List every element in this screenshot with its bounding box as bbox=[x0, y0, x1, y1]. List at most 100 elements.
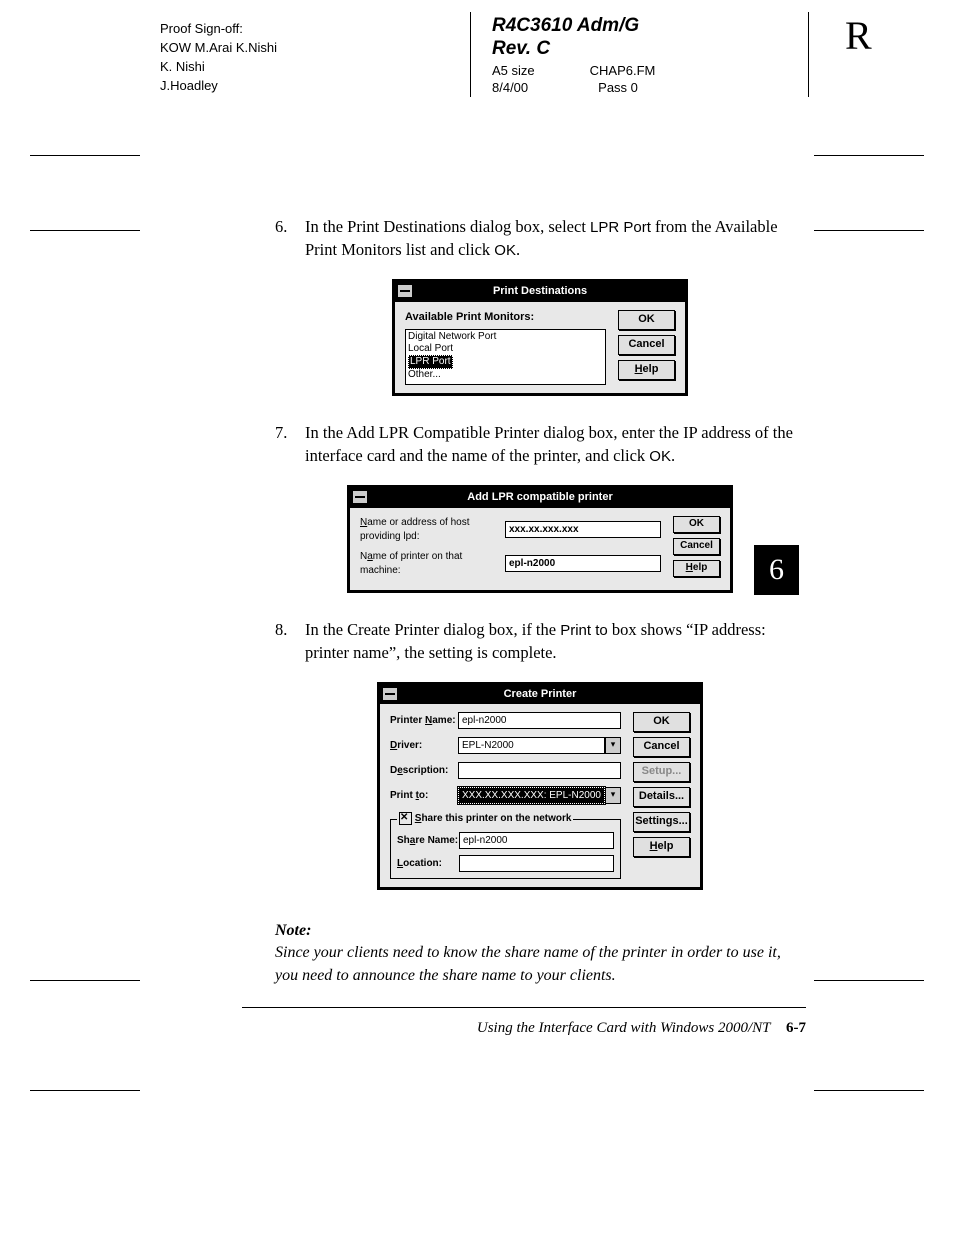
ok-button[interactable]: OK bbox=[633, 712, 690, 732]
crop-mark bbox=[30, 980, 140, 981]
dialog-title: Add LPR compatible printer bbox=[467, 491, 612, 503]
available-monitors-list[interactable]: Digital Network Port Local Port LPR Port… bbox=[405, 329, 606, 385]
note-block: Note: Since your clients need to know th… bbox=[275, 920, 805, 987]
dialog-titlebar: Add LPR compatible printer bbox=[350, 488, 730, 507]
text: In the Create Printer dialog box, if the bbox=[305, 620, 560, 639]
footer: Using the Interface Card with Windows 20… bbox=[242, 1020, 806, 1037]
crop-mark bbox=[814, 230, 924, 231]
create-printer-dialog: Create Printer Printer Name: epl-n2000 D… bbox=[377, 682, 703, 891]
page-number: 6-7 bbox=[786, 1020, 806, 1036]
location-label: Location: bbox=[397, 857, 459, 871]
page-side-r: R bbox=[845, 12, 872, 59]
step-number: 6. bbox=[275, 215, 305, 261]
text: . bbox=[516, 240, 520, 259]
doc-title: R4C3610 Adm/G bbox=[492, 15, 655, 38]
list-item[interactable]: Digital Network Port bbox=[408, 331, 603, 343]
proof-line: K. Nishi bbox=[160, 58, 460, 77]
dialog-titlebar: Print Destinations bbox=[395, 282, 685, 301]
dialog-title: Create Printer bbox=[504, 688, 577, 700]
step-number: 8. bbox=[275, 618, 305, 664]
document-id: R4C3610 Adm/G Rev. C A5 size CHAP6.FM 8/… bbox=[492, 15, 655, 95]
cancel-button[interactable]: Cancel bbox=[633, 737, 690, 757]
description-label: Description: bbox=[390, 764, 458, 778]
footer-rule bbox=[242, 1007, 806, 1008]
text: In the Add LPR Compatible Printer dialog… bbox=[305, 423, 793, 465]
list-item-selected[interactable]: LPR Port bbox=[408, 355, 453, 369]
crop-mark bbox=[30, 1090, 140, 1091]
setup-button[interactable]: Setup... bbox=[633, 762, 690, 782]
help-button[interactable]: Help bbox=[673, 560, 720, 577]
add-lpr-printer-dialog: Add LPR compatible printer Name or addre… bbox=[347, 485, 733, 592]
details-button[interactable]: Details... bbox=[633, 787, 690, 807]
print-to-label: Print to: bbox=[390, 789, 458, 803]
crop-mark bbox=[30, 230, 140, 231]
driver-label: Driver: bbox=[390, 739, 458, 753]
doc-file: CHAP6.FM bbox=[590, 63, 656, 78]
step-8: 8. In the Create Printer dialog box, if … bbox=[275, 618, 805, 664]
print-destinations-dialog: Print Destinations Available Print Monit… bbox=[392, 279, 688, 396]
header-divider bbox=[470, 12, 471, 97]
available-monitors-label: Available Print Monitors: bbox=[405, 310, 606, 325]
crop-mark bbox=[814, 155, 924, 156]
note-body: Since your clients need to know the shar… bbox=[275, 942, 805, 987]
system-menu-icon[interactable] bbox=[382, 687, 398, 701]
ok-button[interactable]: OK bbox=[673, 516, 720, 533]
cancel-button[interactable]: Cancel bbox=[673, 538, 720, 555]
proof-line: J.Hoadley bbox=[160, 77, 460, 96]
crop-mark bbox=[814, 1090, 924, 1091]
location-input[interactable] bbox=[459, 855, 614, 872]
share-legend: Share this printer on the network bbox=[397, 812, 573, 826]
ui-term: OK bbox=[494, 242, 516, 259]
doc-size: A5 size bbox=[492, 63, 535, 78]
host-address-input[interactable]: xxx.xx.xxx.xxx bbox=[505, 521, 661, 538]
step-6: 6. In the Print Destinations dialog box,… bbox=[275, 215, 805, 261]
printer-name-label: Printer Name: bbox=[390, 714, 458, 728]
dialog-title: Print Destinations bbox=[493, 285, 587, 297]
printer-name-input[interactable]: epl-n2000 bbox=[458, 712, 621, 729]
dialog-titlebar: Create Printer bbox=[380, 685, 700, 704]
ui-term: OK bbox=[649, 448, 671, 465]
printer-name-input[interactable]: epl-n2000 bbox=[505, 555, 661, 572]
step-7: 7. In the Add LPR Compatible Printer dia… bbox=[275, 421, 805, 467]
header-divider bbox=[808, 12, 809, 97]
ui-term: Print to bbox=[560, 622, 608, 639]
crop-mark bbox=[30, 155, 140, 156]
share-checkbox[interactable] bbox=[399, 812, 412, 825]
footer-title: Using the Interface Card with Windows 20… bbox=[477, 1020, 770, 1036]
share-name-label: Share Name: bbox=[397, 834, 459, 848]
host-address-label: Name or address of host providing lpd: bbox=[360, 516, 505, 544]
help-button[interactable]: Help bbox=[633, 837, 690, 857]
print-to-input[interactable]: XXX.XX.XXX.XXX: EPL-N2000 bbox=[458, 787, 605, 804]
text: . bbox=[671, 446, 675, 465]
step-number: 7. bbox=[275, 421, 305, 467]
step-text: In the Add LPR Compatible Printer dialog… bbox=[305, 421, 805, 467]
system-menu-icon[interactable] bbox=[352, 490, 368, 504]
proof-heading: Proof Sign-off: bbox=[160, 20, 460, 39]
share-name-input[interactable]: epl-n2000 bbox=[459, 832, 614, 849]
list-item[interactable]: Local Port bbox=[408, 343, 603, 355]
printer-name-label: Name of printer on that machine: bbox=[360, 550, 505, 578]
dropdown-icon[interactable]: ▾ bbox=[605, 737, 621, 754]
driver-input[interactable]: EPL-N2000 bbox=[458, 737, 605, 754]
doc-pass: Pass 0 bbox=[598, 80, 638, 95]
doc-date: 8/4/00 bbox=[492, 80, 528, 95]
cancel-button[interactable]: Cancel bbox=[618, 335, 675, 355]
ok-button[interactable]: OK bbox=[618, 310, 675, 330]
proof-signoff: Proof Sign-off: KOW M.Arai K.Nishi K. Ni… bbox=[160, 20, 460, 95]
dropdown-icon[interactable]: ▾ bbox=[605, 787, 621, 804]
description-input[interactable] bbox=[458, 762, 621, 779]
settings-button[interactable]: Settings... bbox=[633, 812, 690, 832]
main-content: 6. In the Print Destinations dialog box,… bbox=[275, 215, 805, 915]
step-text: In the Create Printer dialog box, if the… bbox=[305, 618, 805, 664]
doc-rev: Rev. C bbox=[492, 38, 655, 61]
chapter-tab: 6 bbox=[754, 545, 799, 595]
crop-mark bbox=[814, 980, 924, 981]
help-button[interactable]: Help bbox=[618, 360, 675, 380]
note-heading: Note: bbox=[275, 920, 805, 942]
proof-line: KOW M.Arai K.Nishi bbox=[160, 39, 460, 58]
ui-term: LPR Port bbox=[590, 219, 651, 236]
text: In the Print Destinations dialog box, se… bbox=[305, 217, 590, 236]
system-menu-icon[interactable] bbox=[397, 284, 413, 298]
list-item[interactable]: Other... bbox=[408, 369, 603, 381]
step-text: In the Print Destinations dialog box, se… bbox=[305, 215, 805, 261]
